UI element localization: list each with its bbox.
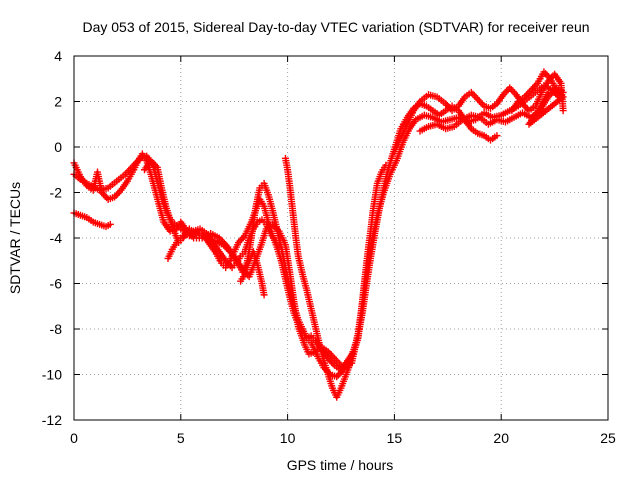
y-tick-label: -10 [42,367,62,383]
data-point [329,353,337,361]
data-point [275,243,283,251]
x-tick-label: 10 [280,430,296,446]
data-point [493,132,501,140]
y-tick-label: 4 [54,48,62,64]
y-tick-label: -2 [50,185,63,201]
data-point [509,87,517,95]
x-tick-label: 5 [177,430,185,446]
data-point [477,99,485,107]
data-series-6 [281,154,390,401]
y-tick-label: 2 [54,94,62,110]
data-point [507,86,515,94]
x-tick-label: 15 [387,430,403,446]
data-series-2 [70,209,114,231]
x-axis-label: GPS time / hours [287,457,394,473]
data-points [70,68,567,401]
x-tick-label: 25 [600,430,616,446]
data-point [260,291,268,299]
data-point [327,358,335,366]
data-point [382,161,390,169]
x-tick-label: 0 [70,430,78,446]
data-point [106,220,114,228]
data-point [469,90,477,98]
data-series-5 [164,216,283,272]
data-point [559,107,567,115]
data-series-10 [508,68,567,128]
data-point [238,235,246,243]
y-tick-label: -12 [42,412,62,428]
data-point [114,190,122,198]
chart-title: Day 053 of 2015, Sidereal Day-to-day VTE… [82,19,589,35]
data-point [329,360,337,368]
data-point [503,87,511,95]
y-tick-label: -8 [50,321,63,337]
data-point [506,84,514,92]
data-point [474,95,482,103]
x-tick-label: 20 [493,430,509,446]
data-point [472,94,480,102]
y-axis-label: SDTVAR / TECUs [7,182,23,294]
data-series-7 [237,248,268,299]
y-tick-label: 0 [54,139,62,155]
y-tick-label: -4 [50,230,63,246]
y-tick-label: -6 [50,276,63,292]
data-point [475,97,483,105]
data-point [544,88,552,96]
